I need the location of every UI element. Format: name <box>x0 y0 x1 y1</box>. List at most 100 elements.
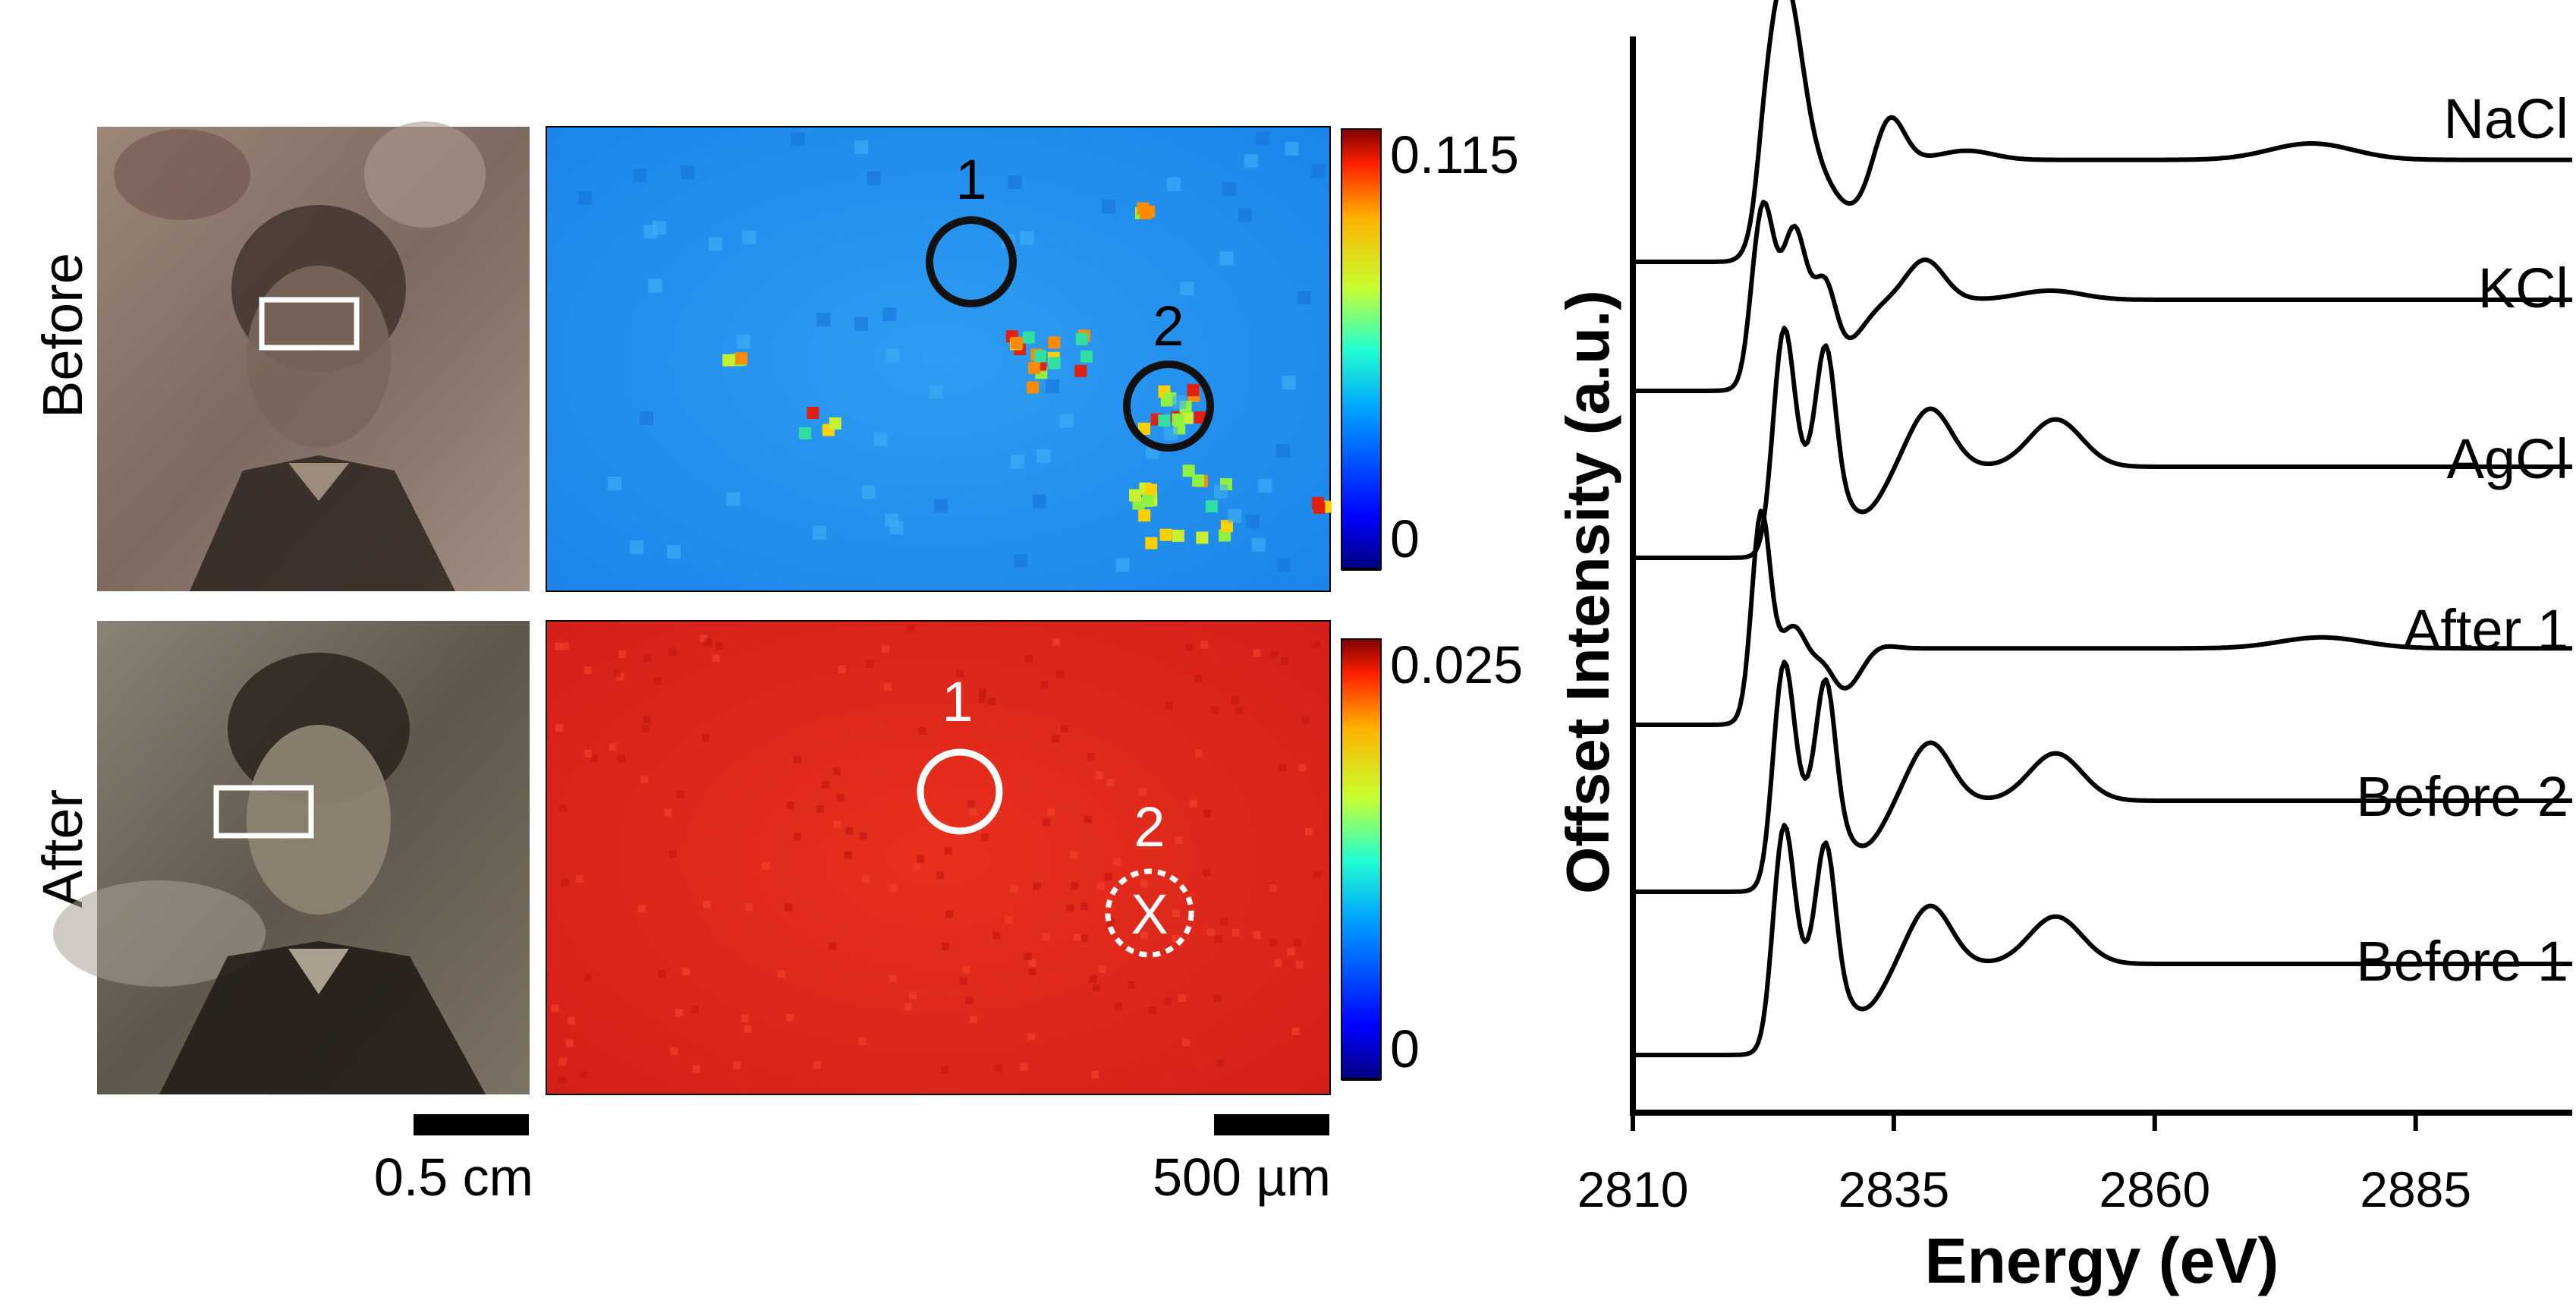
map-pixel <box>1200 641 1209 649</box>
spot-2-label-after: 2 <box>1134 795 1165 858</box>
spot-1-circle-after <box>917 748 1003 835</box>
map-pixel <box>691 1005 700 1013</box>
map-hot-pixel <box>1159 528 1172 541</box>
map-pixel <box>929 384 943 398</box>
map-pixel <box>1040 681 1049 689</box>
map-pixel <box>904 1003 912 1011</box>
map-hot-pixel <box>1172 413 1184 426</box>
map-pixel <box>1235 707 1244 715</box>
map-pixel <box>576 874 583 883</box>
map-pixel <box>1178 994 1186 1002</box>
map-pixel <box>816 805 824 813</box>
map-pixel <box>1231 696 1240 704</box>
x-tick-label: 2885 <box>2360 1161 2471 1217</box>
spot-1-label-after: 1 <box>942 670 973 733</box>
map-pixel <box>1253 649 1261 657</box>
map-pixel <box>791 132 805 146</box>
map-pixel <box>1277 558 1291 572</box>
map-pixel <box>584 750 593 757</box>
map-pixel <box>956 669 964 678</box>
map-pixel <box>726 492 741 506</box>
map-hot-pixel <box>1074 364 1087 377</box>
map-pixel <box>609 743 617 751</box>
map-pixel <box>1024 953 1032 960</box>
map-pixel <box>612 669 621 677</box>
map-pixel <box>1028 968 1036 976</box>
map-hot-pixel <box>1172 529 1184 542</box>
map-pixel <box>861 874 870 883</box>
map-pixel <box>668 850 677 858</box>
map-pixel <box>1005 915 1013 924</box>
map-hot-pixel <box>1187 383 1200 396</box>
map-pixel <box>941 1066 949 1074</box>
map-pixel <box>1274 959 1282 967</box>
map-pixel <box>1074 933 1082 941</box>
map-pixel <box>821 780 829 789</box>
map-pixel <box>561 879 569 886</box>
map-pixel <box>692 1065 700 1073</box>
map-pixel <box>742 230 756 244</box>
series-line-after-1 <box>1633 509 2572 727</box>
photo-after <box>53 621 530 1094</box>
map-hot-pixel <box>1138 509 1151 522</box>
map-pixel <box>1087 753 1095 761</box>
x-axis-title: Energy (eV) <box>1925 1225 2279 1296</box>
map-pixel <box>1071 882 1079 890</box>
map-pixel <box>1027 1032 1036 1041</box>
map-pixel <box>1214 935 1222 943</box>
map-pixel <box>643 716 651 724</box>
map-pixel <box>882 307 897 322</box>
map-pixel <box>1080 902 1088 911</box>
map-pixel <box>1011 455 1025 469</box>
xanes-chart: 2810 2835 2860 2885 NaCl KCl AgCl After 1 Befor… <box>1577 0 2572 1217</box>
map-pixel <box>1099 965 1107 974</box>
map-pixel <box>987 697 995 705</box>
map-pixel <box>845 827 854 835</box>
map-pixel <box>785 903 793 912</box>
map-pixel <box>867 171 881 185</box>
map-pixel <box>712 654 720 663</box>
map-hot-pixel <box>1220 520 1233 533</box>
map-pixel <box>1222 182 1237 197</box>
colorbar-before-min: 0 <box>1390 509 1420 568</box>
map-pixel <box>643 653 652 662</box>
map-pixel <box>884 683 892 691</box>
series-line-before-2 <box>1633 660 2572 894</box>
map-pixel <box>580 1071 588 1079</box>
map-pixel <box>1036 449 1051 463</box>
map-hot-pixel <box>1194 411 1206 424</box>
map-pixel <box>1010 885 1018 893</box>
spot-1-label-before: 1 <box>955 148 986 211</box>
map-pixel <box>1220 917 1228 925</box>
map-pixel <box>866 660 874 668</box>
map-hot-pixel <box>1145 537 1158 550</box>
map-pixel <box>1024 654 1033 663</box>
map-pixel <box>1180 282 1194 296</box>
map-hot-pixel <box>799 427 812 439</box>
map-pixel <box>908 991 917 1000</box>
roi-box-before <box>259 297 360 351</box>
map-pixel <box>1139 788 1147 796</box>
map-pixel <box>959 977 967 985</box>
map-pixel <box>861 485 876 499</box>
map-pixel <box>658 970 666 978</box>
map-pixel <box>703 900 711 908</box>
map-pixel <box>1313 870 1321 878</box>
map-hot-pixel <box>1028 361 1041 374</box>
map-pixel <box>736 335 750 349</box>
map-hot-pixel <box>829 417 841 430</box>
map-pixel <box>859 832 867 840</box>
map-pixel <box>965 997 973 1005</box>
spot-2-circle-after <box>1105 868 1194 958</box>
map-pixel <box>1304 827 1313 836</box>
map-pixel <box>833 820 841 829</box>
spot-2-x-mark-after: X <box>1131 883 1168 946</box>
map-pixel <box>1244 154 1258 168</box>
spot-1-circle-before <box>926 216 1017 307</box>
map-pixel <box>733 1061 741 1069</box>
map-pixel <box>1269 938 1277 946</box>
spot-2-circle-before <box>1123 361 1214 452</box>
map-pixel <box>709 237 723 251</box>
map-pixel <box>838 665 846 673</box>
map-pixel <box>945 910 953 918</box>
